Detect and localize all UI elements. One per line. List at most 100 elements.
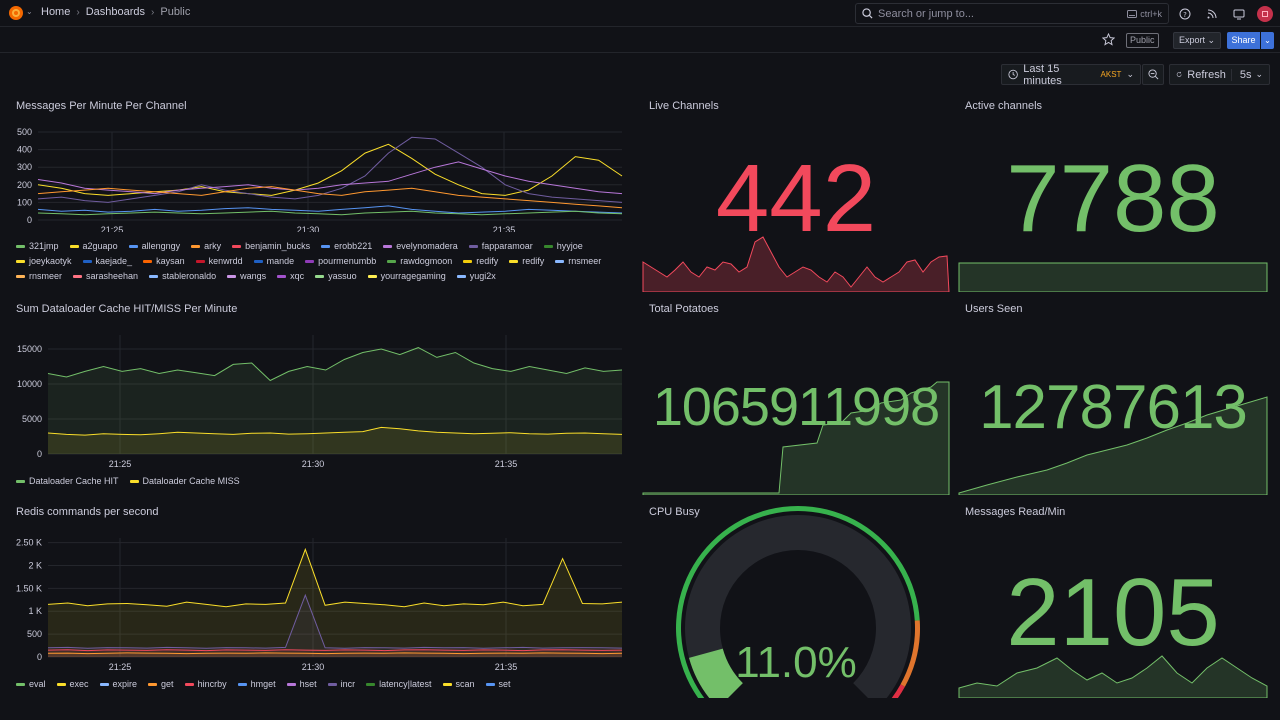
legend-item[interactable]: evelynomadera xyxy=(383,241,458,251)
legend-item[interactable]: Dataloader Cache MISS xyxy=(129,476,240,486)
legend-label: allengngy xyxy=(141,241,181,251)
y-tick-label: 10000 xyxy=(17,379,42,389)
news-feed-icon[interactable] xyxy=(1203,5,1220,22)
legend-item[interactable]: expire xyxy=(99,679,138,689)
export-button-label: Export xyxy=(1179,35,1206,45)
legend-swatch xyxy=(485,682,495,686)
series-line-Dataloader Cache MISS[interactable] xyxy=(47,426,623,436)
panel-live-channels[interactable]: Live Channels 442 xyxy=(641,92,951,292)
legend-item[interactable]: stableronaldo xyxy=(149,271,216,281)
search-icon xyxy=(862,8,873,19)
legend-item[interactable]: rawdogmoon xyxy=(387,256,452,266)
legend-item[interactable]: incr xyxy=(327,679,355,689)
legend-item[interactable]: joeykaotyk xyxy=(16,256,72,266)
redis-timeseries-chart[interactable]: 0 500 1 K 1.50 K 2 K 2.50 K 21:25 21:30 21:35 xyxy=(8,498,632,678)
breadcrumb-home[interactable]: Home xyxy=(41,6,71,18)
cache-timeseries-chart[interactable]: 0 5000 10000 15000 21:25 21:30 21:35 xyxy=(8,295,632,475)
panel-title: Messages Per Minute Per Channel xyxy=(16,100,187,112)
panel-redis-commands[interactable]: Redis commands per second 0 500 1 K 1.50 K 2… xyxy=(8,498,632,698)
legend-item[interactable]: hmget xyxy=(237,679,276,689)
legend-item[interactable]: hincrby xyxy=(184,679,227,689)
legend-item[interactable]: set xyxy=(485,679,511,689)
legend-item[interactable]: redify xyxy=(463,256,498,266)
kiosk-mode-icon[interactable] xyxy=(1230,5,1247,22)
legend-item[interactable]: pourmenumbb xyxy=(305,256,376,266)
legend-label: evelynomadera xyxy=(396,241,458,251)
star-icon[interactable] xyxy=(1102,33,1115,46)
legend-item[interactable]: Dataloader Cache HIT xyxy=(16,476,119,486)
y-tick-label: 400 xyxy=(17,145,32,155)
legend-item[interactable]: hset xyxy=(286,679,317,689)
series-line-Dataloader Cache HIT[interactable] xyxy=(47,347,623,382)
legend-item[interactable]: erobb221 xyxy=(321,241,372,251)
legend-item[interactable]: wangs xyxy=(227,271,266,281)
legend-item[interactable]: allengngy xyxy=(128,241,181,251)
legend-swatch xyxy=(195,259,205,263)
series-line-exec[interactable] xyxy=(47,547,623,608)
panel-dataloader-cache[interactable]: Sum Dataloader Cache HIT/MISS Per Minute… xyxy=(8,295,632,495)
share-dropdown-chevron-icon[interactable]: ⌄ xyxy=(1261,32,1274,49)
user-avatar[interactable] xyxy=(1257,5,1273,22)
legend-item[interactable]: benjamin_bucks xyxy=(232,241,310,251)
refresh-interval-picker[interactable]: 5s ⌄ xyxy=(1230,68,1263,81)
panel-messages-read[interactable]: Messages Read/Min 2105 xyxy=(957,498,1269,698)
legend-item[interactable]: yassuo xyxy=(315,271,357,281)
legend-item[interactable]: redify xyxy=(509,256,544,266)
y-tick-label: 0 xyxy=(37,449,42,459)
legend-item[interactable]: exec xyxy=(56,679,89,689)
legend-item[interactable]: a2guapo xyxy=(69,241,118,251)
legend-item[interactable]: hyyjoe xyxy=(543,241,583,251)
series-line-incr[interactable] xyxy=(47,593,623,649)
legend-item[interactable]: eval xyxy=(16,679,46,689)
legend-item[interactable]: yugi2x xyxy=(456,271,496,281)
legend-item[interactable]: latency|latest xyxy=(366,679,432,689)
breadcrumb-dashboards[interactable]: Dashboards xyxy=(85,6,146,18)
legend-swatch xyxy=(555,259,565,263)
panel-users-seen[interactable]: Users Seen 12787613 xyxy=(957,295,1269,495)
search-input[interactable]: Search or jump to... ctrl+k xyxy=(855,3,1169,24)
legend-label: hincrby xyxy=(197,679,227,689)
legend-item[interactable]: mande xyxy=(253,256,294,266)
series-line-allengngy[interactable] xyxy=(37,205,623,214)
legend-item[interactable]: arky xyxy=(191,241,221,251)
refresh-button[interactable]: Refresh 5s ⌄ xyxy=(1169,64,1270,85)
legend-item[interactable]: kaysan xyxy=(143,256,185,266)
help-icon[interactable]: ? xyxy=(1176,5,1193,22)
legend-item[interactable]: get xyxy=(148,679,174,689)
chevron-down-icon[interactable]: ⌄ xyxy=(26,7,33,16)
messages-timeseries-chart[interactable]: 0 100 200 300 400 500 21:25 21:30 21:35 xyxy=(8,92,632,232)
legend-swatch xyxy=(442,682,452,686)
legend-item[interactable]: yourragegaming xyxy=(367,271,446,281)
series-line-hincrby[interactable] xyxy=(47,649,623,652)
series-line-get[interactable] xyxy=(47,652,623,655)
legend-item[interactable]: rnsmeer xyxy=(555,256,601,266)
messages-legend: 321jmp a2guapo allengngy arky benjamin_bucks… xyxy=(16,241,626,281)
legend-swatch xyxy=(227,274,237,278)
panel-messages-per-minute[interactable]: Messages Per Minute Per Channel 0 100 200 3… xyxy=(8,92,632,292)
legend-item[interactable]: sarasheehan xyxy=(73,271,138,281)
panel-active-channels[interactable]: Active channels 7788 xyxy=(957,92,1269,292)
legend-swatch xyxy=(16,479,25,483)
chart-axes: 0 100 200 300 400 500 21:25 21:30 21:35 xyxy=(17,127,622,232)
panel-cpu-busy[interactable]: CPU Busy 11.0% xyxy=(641,498,951,698)
zoom-out-button[interactable] xyxy=(1142,64,1164,85)
legend-item[interactable]: rnsmeer xyxy=(16,271,62,281)
series-line-fapparamoar[interactable] xyxy=(37,136,623,203)
legend-item[interactable]: fapparamoar xyxy=(468,241,533,251)
legend-item[interactable]: xqc xyxy=(277,271,304,281)
legend-item[interactable]: scan xyxy=(442,679,475,689)
legend-swatch xyxy=(149,274,159,278)
time-range-picker[interactable]: Last 15 minutes AKST ⌄ xyxy=(1001,63,1141,87)
export-button[interactable]: Export ⌄ xyxy=(1173,32,1222,49)
grafana-logo-icon[interactable] xyxy=(8,5,24,21)
legend-item[interactable]: 321jmp xyxy=(16,241,59,251)
series-line-321jmp[interactable] xyxy=(37,210,623,216)
legend-label: expire xyxy=(112,679,138,689)
panel-total-potatoes[interactable]: Total Potatoes 1065911998 xyxy=(641,295,951,495)
series-line-evelynomadera[interactable] xyxy=(37,161,623,195)
legend-item[interactable]: kaejade_ xyxy=(82,256,132,266)
series-line-a2guapo[interactable] xyxy=(37,143,623,196)
series-line-arky[interactable] xyxy=(37,186,623,209)
legend-item[interactable]: kenwrdd xyxy=(195,256,243,266)
share-button[interactable]: Share xyxy=(1227,32,1260,49)
